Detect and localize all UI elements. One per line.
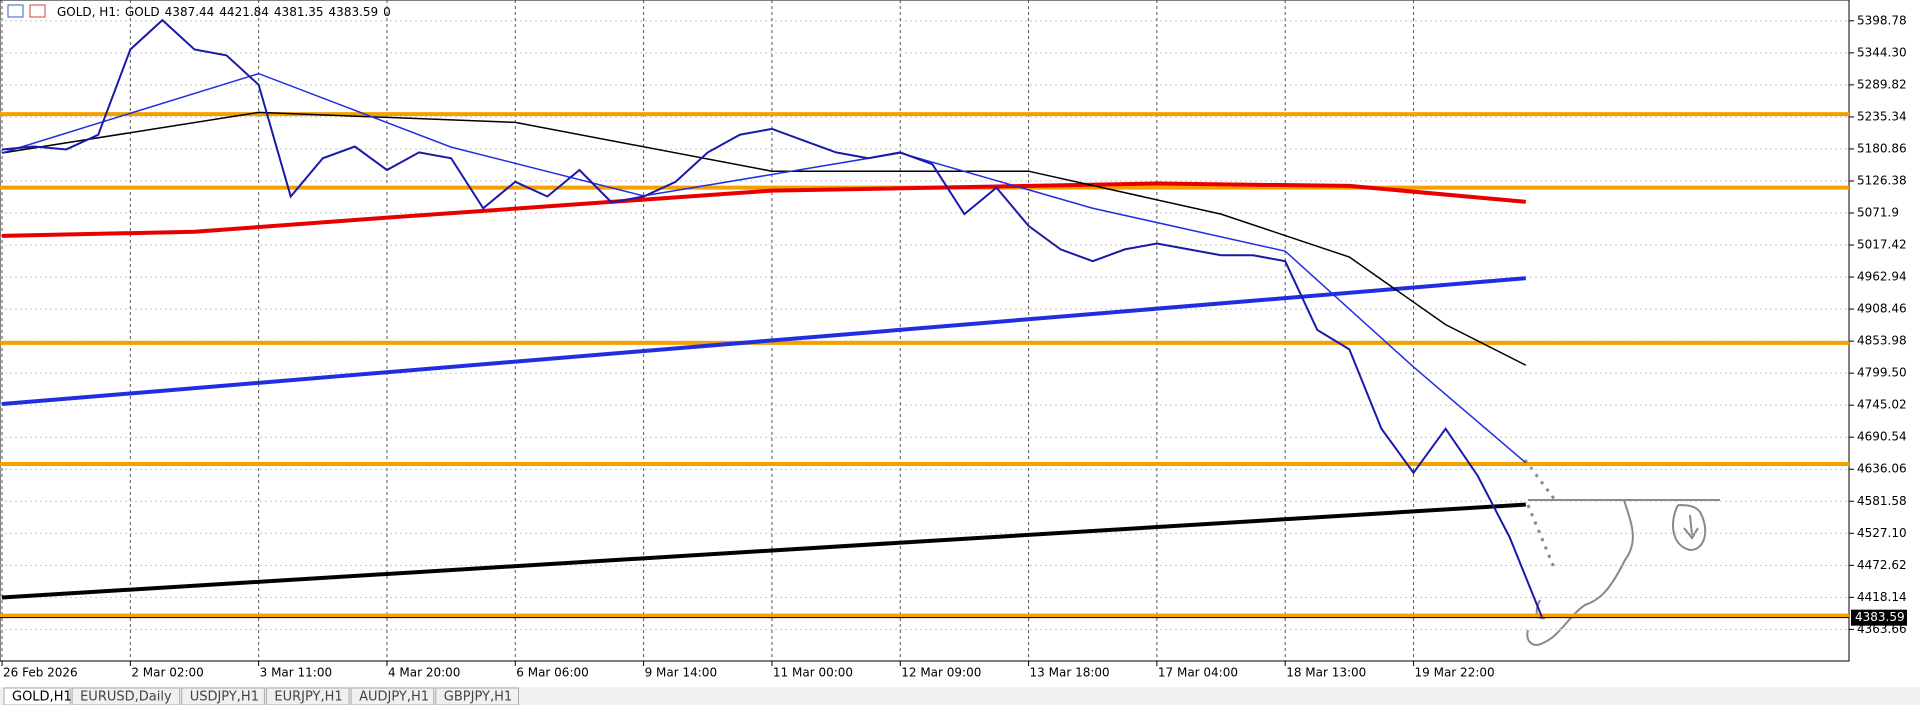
plot-frame [0, 0, 1850, 662]
indicator-line [1, 181, 1526, 238]
header-description: GOLD [125, 5, 160, 19]
y-tick-label: 4962.94 [1857, 270, 1907, 284]
header: GOLD, H1: GOLD 4387.44 4421.84 4381.35 4383.5… [7, 4, 391, 19]
y-tick-label: 4472.62 [1857, 558, 1907, 572]
y-tick-label: 5398.78 [1857, 13, 1907, 27]
x-tick-label: 6 Mar 06:00 [516, 666, 589, 680]
y-tick-label: 5344.30 [1857, 45, 1907, 59]
indicator-line [1, 502, 1526, 600]
tab-label[interactable]: GBPJPY,H1 [444, 690, 512, 705]
x-tick-label: 18 Mar 13:00 [1286, 666, 1366, 680]
icon [29, 4, 46, 18]
header-text: GOLD, H1: GOLD 4387.44 4421.84 4381.35 4383.5… [57, 5, 391, 19]
y-tick-label: 5017.42 [1857, 238, 1907, 252]
y-tick-label: 5071.9 [1857, 206, 1899, 220]
y-tick-label: 4853.98 [1857, 334, 1907, 348]
price-line [1, 18, 1543, 618]
last-price-box [1851, 609, 1907, 626]
indicator-line [1, 111, 1527, 366]
y-tick-label: 4908.46 [1857, 302, 1907, 316]
x-tick-label: 9 Mar 14:00 [645, 666, 718, 680]
y-tick-label: 5235.34 [1857, 109, 1907, 123]
tab-label[interactable]: USDJPY,H1 [190, 690, 259, 705]
y-tick-label: 4581.58 [1857, 494, 1907, 508]
x-tick-label: 13 Mar 18:00 [1030, 666, 1110, 680]
x-tick-label: 11 Mar 00:00 [773, 666, 853, 680]
header-open: 4387.44 [165, 5, 215, 19]
header-high: 4421.84 [219, 5, 269, 19]
y-tick-label: 4418.14 [1857, 590, 1907, 604]
drawing [1523, 459, 1557, 571]
y-tick-label: 4527.10 [1857, 526, 1907, 540]
drawing [1526, 499, 1720, 646]
header-volume: 0 [383, 5, 391, 19]
y-tick-label: 5126.38 [1857, 173, 1907, 187]
tab-label[interactable]: AUDJPY,H1 [359, 690, 429, 705]
x-tick-label: 19 Mar 22:00 [1415, 666, 1495, 680]
header-symbol: GOLD, H1: [57, 5, 120, 19]
header-low: 4381.35 [274, 5, 324, 19]
y-tick-label: 4690.54 [1857, 430, 1907, 444]
x-tick-label: 17 Mar 04:00 [1158, 666, 1238, 680]
header-close: 4383.59 [329, 5, 379, 19]
tab-label[interactable]: GOLD,H1 [12, 690, 72, 705]
x-tick-label: 12 Mar 09:00 [901, 666, 981, 680]
x-tick-label: 3 Mar 11:00 [260, 666, 333, 680]
x-tick-label: 4 Mar 20:00 [388, 666, 461, 680]
y-tick-label: 5289.82 [1857, 77, 1907, 91]
y-tick-label: 4745.02 [1857, 398, 1907, 412]
indicator-line [1, 276, 1526, 407]
y-tick-label: 4799.50 [1857, 366, 1907, 380]
last-price-label: 4383.59 [1855, 610, 1905, 624]
tab-label[interactable]: EURUSD,Daily [80, 690, 172, 705]
icon [7, 4, 24, 18]
tab-label[interactable]: EURJPY,H1 [274, 690, 342, 705]
y-tick-label: 4636.06 [1857, 462, 1907, 476]
x-tick-label: 26 Feb 2026 [3, 666, 78, 680]
y-tick-label: 5180.86 [1857, 141, 1907, 155]
x-tick-label: 2 Mar 02:00 [131, 666, 204, 680]
